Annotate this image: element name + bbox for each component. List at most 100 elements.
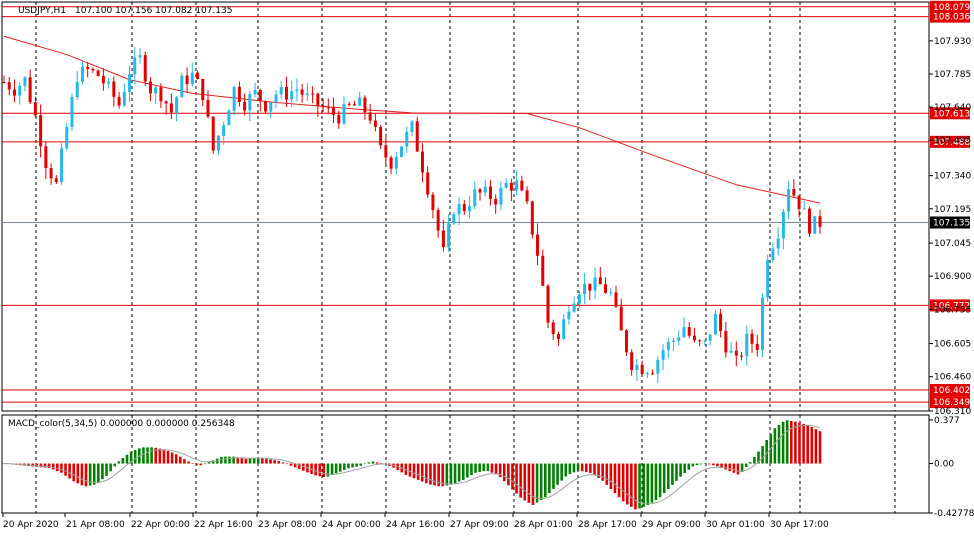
candle-body	[274, 94, 278, 103]
macd-bar	[142, 447, 145, 464]
candle-body	[290, 91, 294, 100]
macd-bar	[60, 463, 63, 473]
level-tag	[930, 383, 970, 396]
macd-bar	[494, 463, 498, 475]
macd-bar	[109, 463, 112, 472]
x-tick-label: 27 Apr 09:00	[450, 520, 509, 530]
ohlc-label: 107.100 107.156 107.082 107.135	[75, 6, 232, 16]
candle-body	[703, 340, 707, 342]
macd-bar	[535, 463, 539, 503]
candle-body	[389, 157, 393, 169]
macd-bar	[88, 463, 92, 486]
macd-bar	[580, 463, 584, 472]
macd-bar	[158, 448, 162, 464]
candle-body	[619, 306, 623, 331]
candle-body	[462, 204, 466, 212]
candle-body	[54, 178, 58, 183]
macd-bar	[232, 456, 235, 464]
y-tick-label: 107.195	[934, 205, 971, 215]
candle-body	[264, 101, 268, 112]
macd-bar	[437, 463, 440, 487]
current-price-label: 107.135	[933, 218, 970, 228]
macd-bar	[39, 463, 43, 468]
macd-bar	[367, 462, 371, 464]
macd-bar	[289, 463, 293, 466]
candle-body	[818, 216, 822, 227]
macd-bar	[310, 463, 313, 474]
macd-bar	[814, 429, 818, 464]
macd-bar	[765, 439, 768, 464]
candle-body	[760, 297, 764, 351]
macd-bar	[445, 463, 449, 486]
macd-bar	[199, 463, 203, 466]
macd-bar	[433, 463, 436, 486]
macd-bar	[478, 463, 481, 472]
candle-body	[525, 190, 529, 202]
macd-bar	[789, 420, 793, 464]
candle-body	[515, 180, 519, 191]
macd-bar	[609, 463, 613, 490]
symbol-label: USDJPY,H1	[18, 6, 66, 16]
candle-body	[148, 81, 152, 94]
candle-body	[483, 186, 487, 193]
macd-bar	[371, 461, 375, 464]
level-tag	[930, 396, 970, 409]
macd-bar	[572, 463, 576, 473]
macd-bar	[51, 463, 55, 470]
candle-body	[232, 86, 236, 111]
candle-body	[196, 72, 200, 79]
macd-bar	[166, 450, 170, 464]
candle-body	[80, 66, 84, 82]
macd-bar	[351, 463, 354, 468]
macd-bar	[338, 463, 342, 472]
candle-body	[49, 168, 53, 179]
candle-body	[326, 107, 330, 109]
candle-body	[363, 97, 367, 113]
macd-bar	[498, 463, 502, 478]
macd-bar	[470, 463, 473, 476]
macd-bar	[273, 460, 276, 464]
macd-bar	[416, 463, 420, 480]
y-tick-label: 106.310	[934, 407, 971, 417]
macd-bar	[47, 463, 51, 469]
macd-bar	[43, 463, 47, 468]
macd-bar	[343, 463, 346, 470]
candle-body	[258, 89, 262, 102]
candle-body	[133, 57, 137, 75]
y-tick-label: 106.755	[934, 305, 971, 315]
macd-bar	[806, 425, 809, 464]
macd-bar	[642, 463, 645, 507]
macd-bar	[84, 463, 88, 487]
macd-bar	[347, 463, 350, 469]
macd-bar	[630, 463, 633, 507]
macd-bar	[252, 458, 256, 464]
macd-bar	[736, 463, 740, 475]
candle-body	[169, 103, 173, 113]
macd-bar	[531, 463, 535, 505]
macd-bar	[773, 428, 777, 464]
candle-body	[478, 189, 482, 193]
candle-body	[530, 201, 534, 235]
macd-bar	[461, 463, 465, 480]
y-tick-label: 107.495	[934, 136, 971, 146]
candle-body	[635, 364, 639, 371]
macd-bar	[699, 463, 703, 465]
macd-bar	[785, 420, 789, 464]
macd-bar	[466, 463, 469, 478]
macd-bar	[92, 463, 96, 485]
macd-bar	[486, 463, 490, 471]
candle-body	[400, 146, 404, 157]
moving-average	[3, 35, 821, 204]
macd-bar	[334, 463, 338, 474]
macd-bar	[748, 462, 752, 464]
candle-body	[311, 93, 315, 95]
macd-bar	[68, 463, 71, 479]
candle-body	[682, 327, 686, 338]
macd-bar	[441, 463, 445, 487]
candle-body	[28, 77, 32, 103]
candle-body	[420, 151, 424, 173]
candle-body	[808, 208, 812, 234]
candle-body	[112, 81, 116, 97]
macd-bar	[613, 463, 617, 494]
